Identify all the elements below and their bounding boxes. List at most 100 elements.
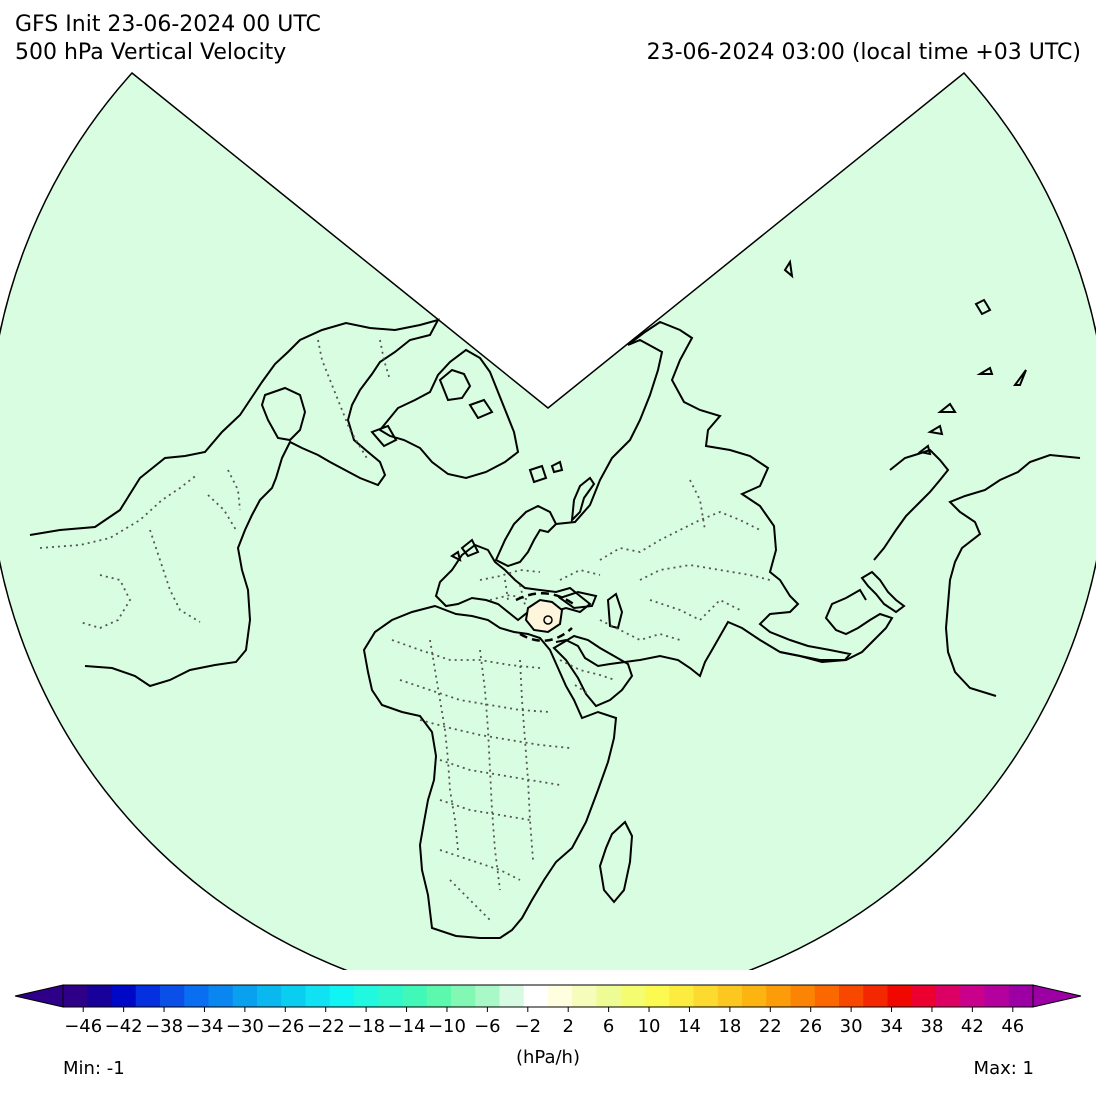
colorbar-extend-min [14,984,64,1008]
coast-arabia [552,634,634,708]
colorbar-tick-label: −46 [64,1016,102,1035]
colorbar-cell [766,985,792,1007]
border-europe [479,569,541,606]
colorbar-cell [499,985,525,1007]
coast-north-america [29,318,440,688]
max-value: Max: 1 [973,1058,1034,1079]
colorbar-tick-label: 10 [638,1016,661,1035]
colorbar-cell [887,985,913,1007]
border-canada-arctic [317,339,391,461]
colorbar-cell [378,985,404,1007]
coast-caspian-sea [606,592,624,630]
colorbar-cell [790,985,816,1007]
colorbar-cell [63,985,88,1007]
colorbar-tick-label: 14 [678,1016,701,1035]
coast-africa [362,604,618,939]
map-panel [0,71,1096,970]
colorbar-units: (hPa/h) [515,1047,580,1068]
coast-british-isles [450,538,480,562]
colorbar-cell [111,985,137,1007]
colorbar-tick-label: 22 [759,1016,782,1035]
colorbar-cell [281,985,307,1007]
coast-madagascar [598,820,634,904]
field-title: 500 hPa Vertical Velocity [15,40,287,65]
colorbar-cell [257,985,282,1007]
colorbar-frame [62,984,1034,1008]
colorbar-cell [475,985,501,1007]
colorbar-tick-label: −30 [226,1016,264,1035]
colorbar-cell [87,985,113,1007]
coast-pacific-islands [783,259,1027,456]
colorbar-cell [184,985,210,1007]
colorbar-cell [984,985,1010,1007]
colorbar-tick-label: −18 [347,1016,385,1035]
colorbar-cell [451,985,476,1007]
colorbar-cell [596,985,622,1007]
colorbar-cell [572,985,598,1007]
colorbar-cell [208,985,234,1007]
coast-greenland [378,348,520,480]
colorbar-tick-label: −26 [266,1016,304,1035]
coast-hudson-bay [260,386,307,442]
init-time-title: GFS Init 23-06-2024 00 UTC [15,12,321,37]
border-africa [391,639,571,921]
min-value: Min: -1 [63,1058,125,1079]
map-domain [0,71,1096,970]
coast-scandinavia [494,504,558,568]
colorbar-cell [354,985,379,1007]
colorbar-cell [839,985,864,1007]
vertical-velocity-contours [515,592,577,642]
colorbar-tick-label: 18 [718,1016,741,1035]
colorbar-tick-label: 42 [961,1016,984,1035]
colorbar-cell [135,985,161,1007]
colorbar-cell [620,985,646,1007]
colorbar-tick-label: 6 [603,1016,614,1035]
colorbar-cell [232,985,258,1007]
coast-eurasia [555,320,852,678]
colorbar-cell [911,985,937,1007]
valid-time-title: 23-06-2024 03:00 (local time +03 UTC) [646,40,1081,65]
colorbar-tick-label: 26 [799,1016,822,1035]
colorbar-cell [426,985,452,1007]
colorbar-cell [645,985,670,1007]
colorbar-tick-label: −10 [428,1016,466,1035]
colorbar-cell [402,985,428,1007]
colorbar-tick-label: 46 [1001,1016,1024,1035]
coast-black-sea [557,590,598,610]
coast-arctic-islands [370,368,494,448]
colorbar-cell [717,985,743,1007]
colorbar: −46 −42 −38 −34 −30 −26 −22 −18 −14 −10 −6 −2 2 6 10 14… [14,984,1082,1035]
colorbar-tick-label: −2 [515,1016,542,1035]
colorbar-cell [863,985,889,1007]
updraft-region [524,598,564,634]
colorbar-cell [160,985,185,1007]
contour-center [543,615,553,625]
coast-kamchatka [873,448,950,561]
coast-japan [860,570,906,614]
colorbar-cell [523,985,549,1007]
colorbar-cell [693,985,719,1007]
coastlines [29,259,1081,939]
colorbar-tick-label: −22 [307,1016,345,1035]
colorbar-tick-label: 38 [921,1016,944,1035]
colorbar-tick-label: −38 [145,1016,183,1035]
colorbar-cell [548,985,573,1007]
country-borders [39,339,771,921]
colorbar-cell [814,985,840,1007]
contour-arc-2 [519,627,573,642]
coast-alaska [944,453,1081,697]
colorbar-cell [960,985,986,1007]
colorbar-cell [305,985,331,1007]
contour-arc-1 [515,592,577,607]
colorbar-cell [742,985,767,1007]
colorbar-tick-label: 30 [840,1016,863,1035]
colorbar-cells [63,985,1034,1007]
colorbar-cell [669,985,695,1007]
colorbar-tick-label: 34 [880,1016,903,1035]
colorbar-ticks: −46 −42 −38 −34 −30 −26 −22 −18 −14 −10 −6 −2 2 6 10 14… [64,1007,1024,1035]
colorbar-tick-label: −42 [105,1016,143,1035]
colorbar-tick-label: −14 [388,1016,426,1035]
coast-novaya-zemlya [570,476,596,523]
border-north-america [39,469,241,629]
colorbar-tick-label: 2 [562,1016,573,1035]
